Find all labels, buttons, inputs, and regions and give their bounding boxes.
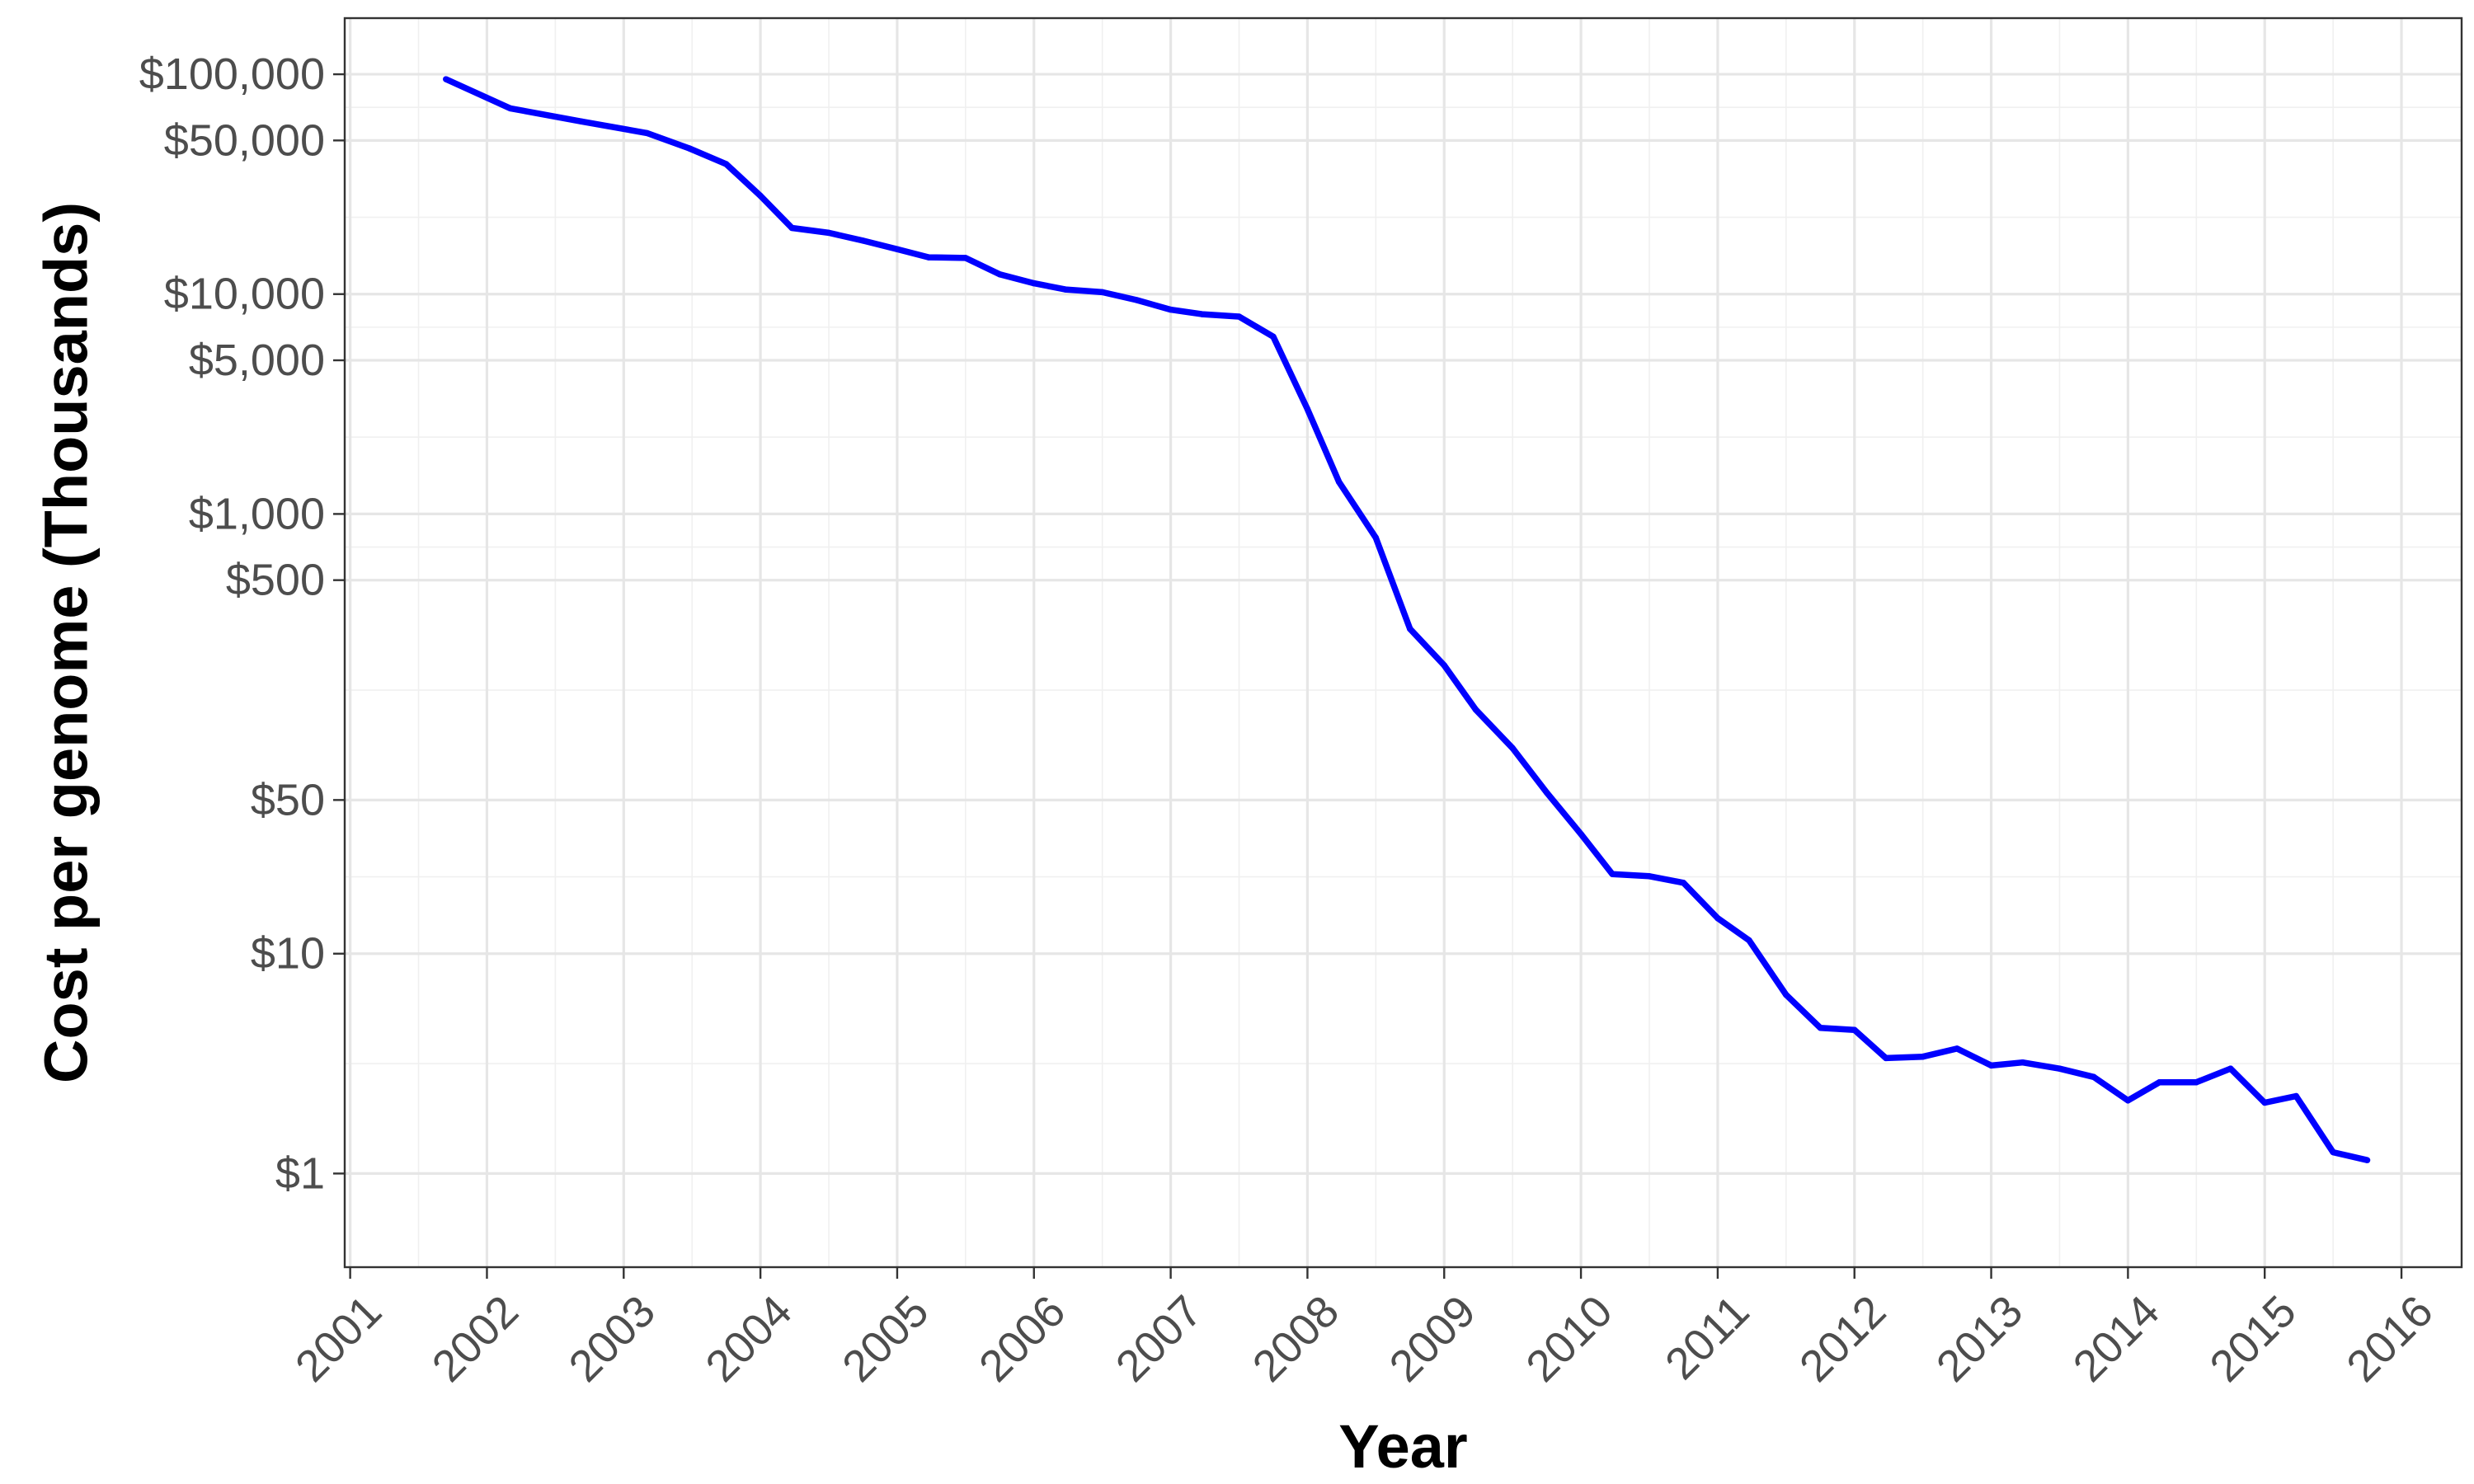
minor-gridlines (345, 18, 2462, 1267)
data-point (1133, 297, 1140, 303)
data-point (1680, 880, 1687, 886)
data-point (1304, 406, 1311, 412)
y-tick-label: $50,000 (164, 115, 325, 165)
data-point (506, 105, 514, 112)
data-point (1543, 789, 1550, 796)
data-point (443, 76, 449, 82)
y-tick-label: $100,000 (139, 49, 325, 99)
data-point (1167, 306, 1174, 313)
data-point (2091, 1073, 2097, 1080)
series-line (444, 76, 2368, 1163)
series-layer (443, 76, 2371, 1163)
data-point (1851, 1026, 1858, 1033)
data-point (2156, 1079, 2163, 1086)
y-tick-label: $10,000 (164, 270, 325, 319)
data-point (2363, 1157, 2371, 1163)
data-point (1578, 830, 1584, 838)
data-point (1646, 873, 1653, 880)
data-point (1609, 871, 1616, 877)
data-point (1441, 662, 1447, 669)
data-point (1270, 333, 1277, 340)
y-tick-label: $1,000 (189, 489, 325, 538)
data-point (1919, 1053, 1926, 1060)
data-point (962, 255, 969, 261)
data-point (2019, 1059, 2026, 1066)
y-tick-label: $1 (275, 1148, 325, 1198)
data-point (1987, 1062, 1995, 1069)
y-tick-label: $500 (226, 556, 325, 605)
data-point (1235, 313, 1243, 320)
data-point (578, 118, 585, 125)
data-point (2330, 1148, 2336, 1156)
data-point (1783, 991, 1790, 998)
data-point (1954, 1045, 1960, 1052)
data-point (1062, 286, 1069, 293)
data-point (2193, 1079, 2199, 1086)
data-point (1372, 534, 1380, 541)
major-gridlines (345, 18, 2462, 1267)
data-point (1199, 311, 1206, 317)
data-point (925, 254, 932, 261)
data-point (996, 271, 1004, 278)
data-point (788, 224, 795, 232)
data-point (643, 129, 651, 137)
y-axis: $1 $10 $50 $500 $1,000 $5,000 $10,000 $50,000 $1… (139, 49, 345, 1198)
data-point (2227, 1065, 2234, 1072)
x-axis-title: Year (1338, 1412, 1467, 1481)
data-point (686, 145, 693, 152)
y-tick-label: $10 (251, 929, 325, 979)
data-point (757, 192, 764, 200)
data-point (1746, 937, 1752, 944)
y-tick-label: $5,000 (189, 336, 325, 385)
y-tick-label: $50 (251, 775, 325, 824)
data-point (1335, 478, 1343, 486)
data-point (1714, 915, 1721, 922)
y-axis-title: Cost per genome (Thousands) (32, 202, 101, 1083)
data-point (1817, 1024, 1823, 1031)
data-point (2124, 1097, 2132, 1104)
data-point (2261, 1099, 2268, 1106)
data-point (825, 229, 832, 237)
data-point (859, 237, 867, 244)
data-point (1031, 279, 1037, 287)
plot-panel-border (343, 16, 2463, 1269)
data-point (1883, 1054, 1889, 1062)
data-point (1509, 744, 1516, 752)
data-point (2056, 1065, 2063, 1072)
data-point (1098, 289, 1106, 296)
data-point (1407, 626, 1413, 632)
data-point (2293, 1092, 2300, 1100)
data-point (722, 161, 730, 167)
data-point (894, 246, 901, 253)
data-point (1472, 706, 1479, 713)
